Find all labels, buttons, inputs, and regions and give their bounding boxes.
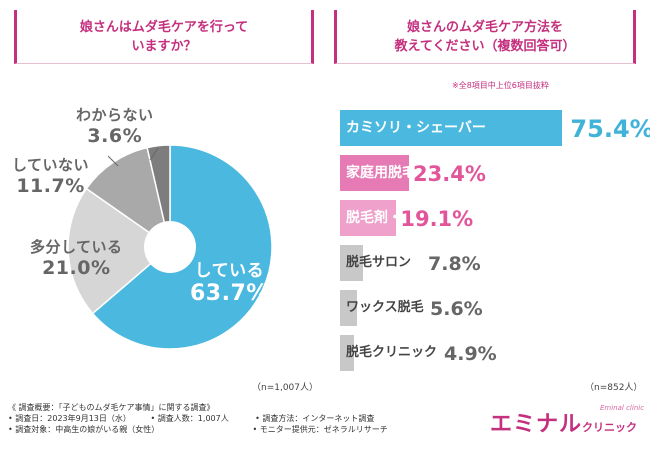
bar bbox=[340, 200, 397, 236]
bar-value-label: 7.8% bbox=[428, 253, 481, 275]
pie-slice bbox=[146, 144, 171, 248]
bar-row: 脱毛剤・除毛剤 19.1% bbox=[340, 200, 640, 236]
bar-row: カミソリ・シェーバー 75.4% bbox=[340, 110, 650, 146]
survey-target: • 調査対象：中高生の娘がいる親（女性） bbox=[8, 425, 160, 434]
bar-value-label: 75.4% bbox=[570, 115, 650, 143]
right-sample-size: （n=852人） bbox=[585, 383, 643, 393]
bar-category-label: 脱毛剤・除毛剤 bbox=[346, 210, 444, 226]
pie-label-shiteinai: していない 11.7% bbox=[12, 154, 89, 197]
donut-hole bbox=[144, 221, 196, 273]
survey-heading: 《 調査概要：「子どものムダ毛ケア事情」に関する調査》 bbox=[8, 403, 215, 412]
pie-slice bbox=[67, 187, 172, 315]
brand-tagline: Eminal clinic bbox=[600, 404, 645, 412]
bar bbox=[340, 290, 357, 326]
pie-label-value: 63.7% bbox=[190, 281, 269, 306]
bar-value-label: 23.4% bbox=[413, 162, 486, 186]
bar-row: 脱毛サロン 7.8% bbox=[340, 245, 640, 281]
right-title-line2: 教えてください（複数回答可） bbox=[394, 38, 576, 54]
pie-label-text: している bbox=[194, 261, 265, 281]
bar bbox=[340, 155, 410, 191]
survey-method: • 調査方法：インターネット調査 bbox=[255, 414, 375, 423]
pie-label-tabun: 多分している 21.0% bbox=[30, 236, 123, 279]
pie-label-text: わからない bbox=[76, 106, 154, 124]
bar-value-label: 5.6% bbox=[430, 298, 483, 320]
bar-category-label: 家庭用脱毛器 bbox=[346, 165, 430, 181]
bar bbox=[340, 110, 563, 146]
bar bbox=[340, 335, 355, 371]
pie-slice bbox=[85, 146, 172, 249]
right-subnote: ※全8項目中上位6項目抜粋 bbox=[452, 81, 549, 90]
bar-row: 家庭用脱毛器 23.4% bbox=[340, 155, 640, 191]
left-title-line1: 娘さんはムダ毛ケアを行って bbox=[79, 19, 249, 35]
bar-category-label: ワックス脱毛 bbox=[346, 300, 424, 315]
pie-label-shiteiru: している 63.7% bbox=[190, 256, 269, 306]
survey-count: • 調査人数：1,007人 bbox=[150, 414, 229, 423]
bar-value-label: 4.9% bbox=[444, 343, 497, 365]
bar-category-label: 脱毛クリニック bbox=[346, 345, 438, 360]
bar-row: ワックス脱毛 5.6% bbox=[340, 290, 640, 326]
bar-category-label: カミソリ・シェーバー bbox=[346, 120, 486, 136]
leader-line bbox=[149, 147, 159, 161]
bar-row: 脱毛クリニック 4.9% bbox=[340, 335, 640, 371]
pie-label-value: 3.6% bbox=[87, 125, 143, 147]
brand-name-big: エミナル bbox=[490, 412, 583, 437]
left-sample-size: （n=1,007人） bbox=[252, 383, 319, 393]
survey-overview: 《 調査概要：「子どものムダ毛ケア事情」に関する調査》 • 調査日：2023年9… bbox=[8, 402, 388, 435]
bar bbox=[340, 245, 363, 281]
donut-chart bbox=[67, 144, 273, 350]
bar-value-label: 19.1% bbox=[400, 207, 474, 231]
bar-category-label: 脱毛サロン bbox=[346, 255, 412, 270]
pie-label-value: 11.7% bbox=[16, 175, 85, 197]
brand-logo: エミナルクリニック Eminal clinic bbox=[490, 404, 644, 438]
left-title-line2: いますか？ bbox=[131, 38, 197, 54]
right-panel-title: 娘さんのムダ毛ケア方法を 教えてください（複数回答可） bbox=[334, 10, 636, 64]
pie-label-value: 21.0% bbox=[42, 257, 111, 279]
survey-provider: • モニター提供元：ゼネラルリサーチ bbox=[252, 425, 388, 434]
leader-line bbox=[107, 155, 119, 167]
brand-name-small: クリニック bbox=[582, 421, 638, 434]
survey-date: • 調査日：2023年9月13日（水） bbox=[8, 414, 131, 423]
left-panel-title: 娘さんはムダ毛ケアを行って いますか？ bbox=[14, 10, 314, 64]
pie-label-text: していない bbox=[12, 156, 90, 174]
pie-label-wakaranai: わからない 3.6% bbox=[76, 104, 154, 147]
right-title-line1: 娘さんのムダ毛ケア方法を bbox=[406, 19, 563, 35]
pie-label-text: 多分している bbox=[30, 238, 123, 256]
